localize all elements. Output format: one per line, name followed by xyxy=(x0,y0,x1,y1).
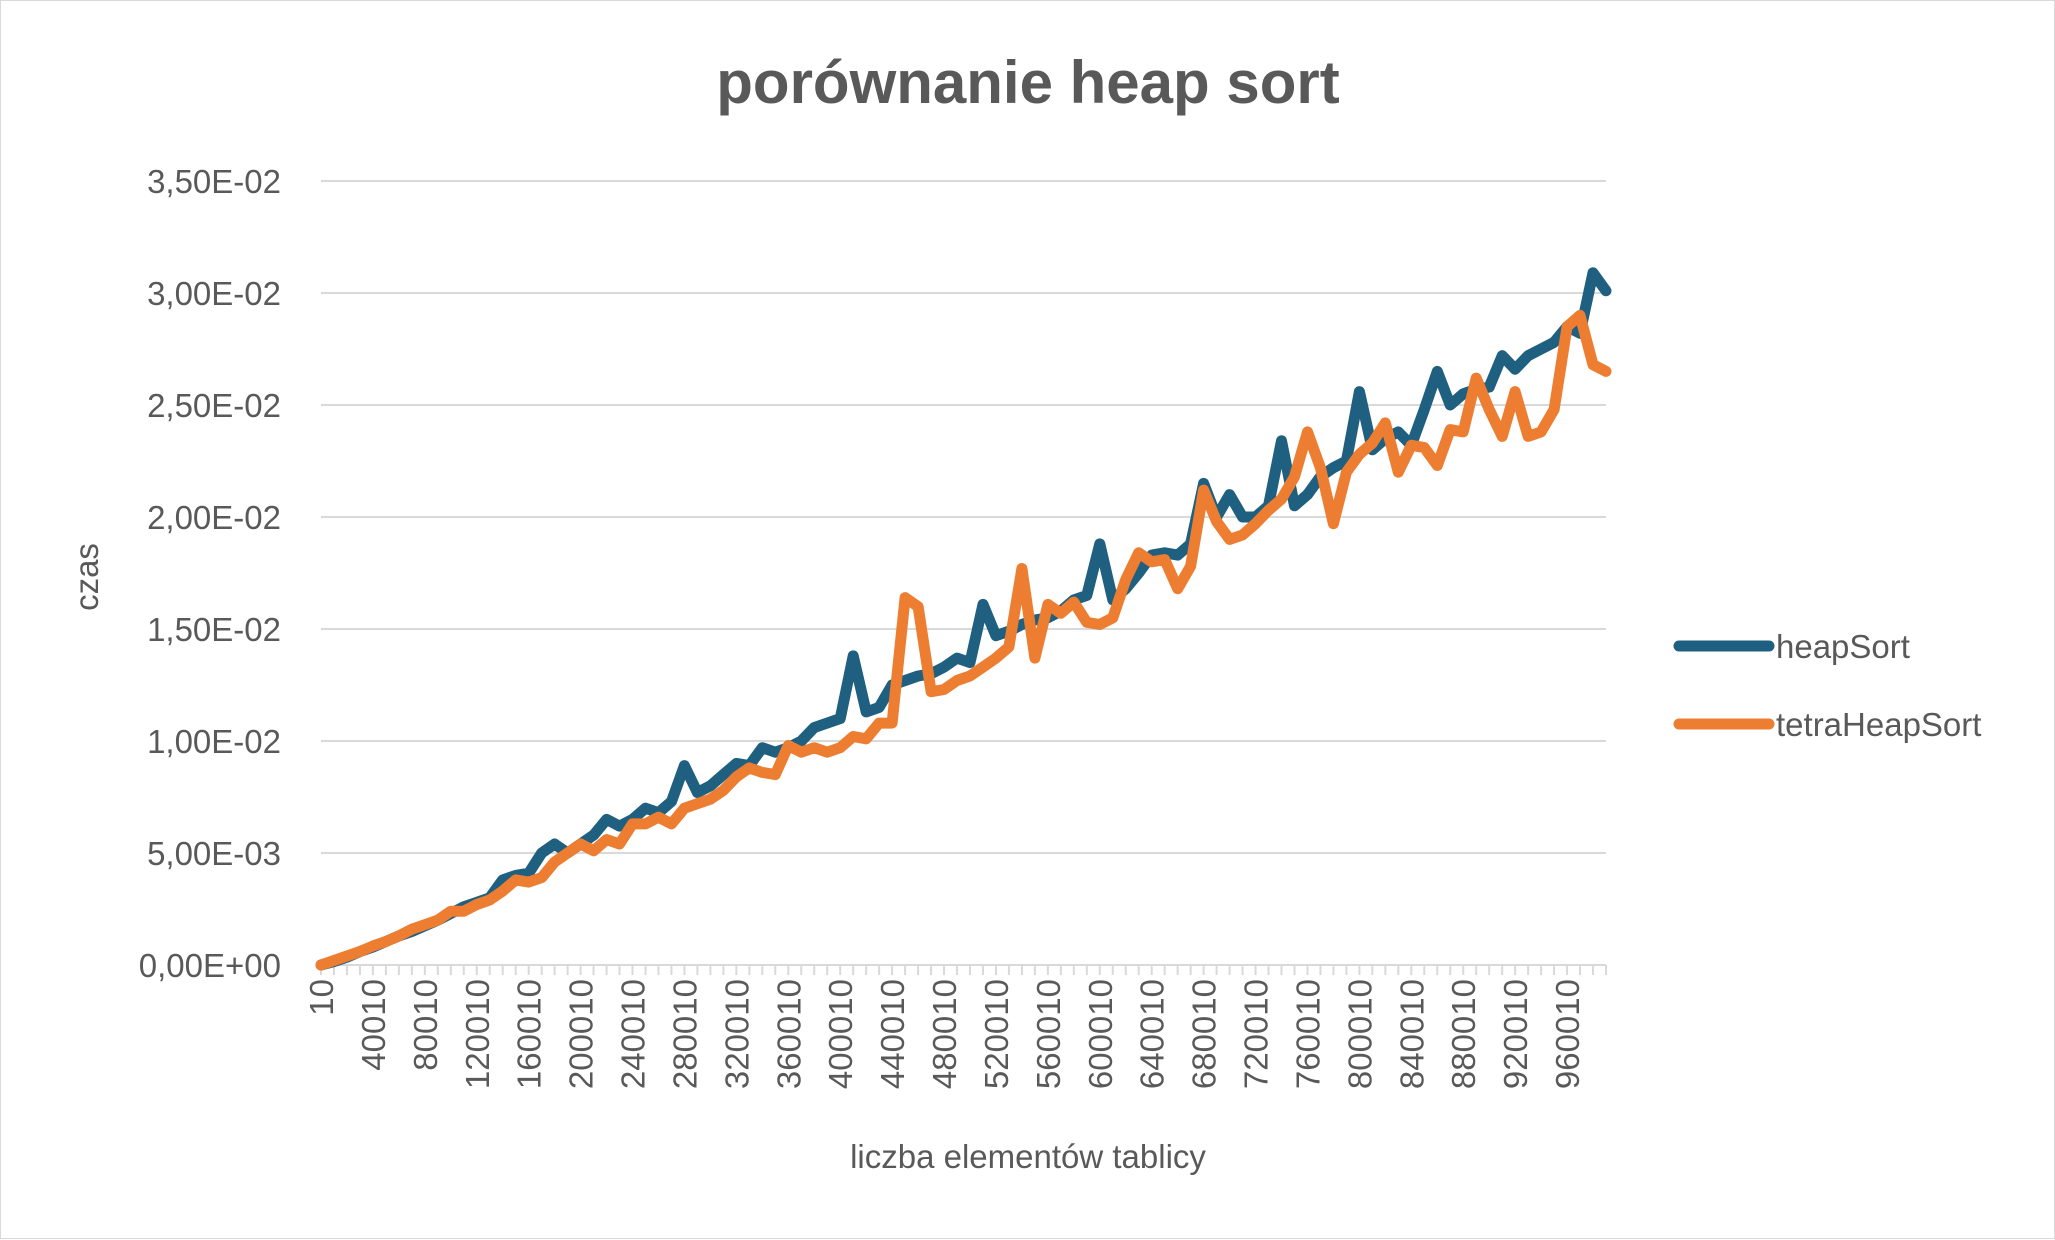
x-axis-ticks: 10 40010 80010 120010 160010 200010 240010 2800… xyxy=(303,965,1607,1089)
x-axis-title: liczba elementów tablicy xyxy=(850,1138,1206,1175)
x-tick-label: 720010 xyxy=(1238,979,1275,1089)
x-tick-label: 960010 xyxy=(1549,979,1586,1089)
y-tick-label: 1,50E-02 xyxy=(147,611,281,648)
legend-label: heapSort xyxy=(1776,628,1910,665)
x-tick-label: 80010 xyxy=(407,979,444,1071)
x-tick-label: 400010 xyxy=(822,979,859,1089)
x-tick-label: 40010 xyxy=(355,979,392,1071)
x-tick-label: 600010 xyxy=(1082,979,1119,1089)
x-tick-label: 680010 xyxy=(1186,979,1223,1089)
y-tick-label: 1,00E-02 xyxy=(147,723,281,760)
y-axis-title: czas xyxy=(68,543,105,611)
y-tick-label: 2,00E-02 xyxy=(147,499,281,536)
legend-label: tetraHeapSort xyxy=(1776,706,1981,743)
x-tick-label: 120010 xyxy=(459,979,496,1089)
x-tick-label: 10 xyxy=(303,979,340,1016)
y-axis-ticks: 0,00E+00 5,00E-03 1,00E-02 1,50E-02 2,00E-02… xyxy=(139,163,281,984)
x-tick-label: 440010 xyxy=(874,979,911,1089)
x-tick-label: 280010 xyxy=(666,979,703,1089)
x-tick-label: 480010 xyxy=(926,979,963,1089)
x-tick-label: 360010 xyxy=(770,979,807,1089)
x-tick-label: 760010 xyxy=(1289,979,1326,1089)
y-tick-label: 5,00E-03 xyxy=(147,835,281,872)
x-tick-label: 520010 xyxy=(978,979,1015,1089)
x-tick-label: 160010 xyxy=(511,979,548,1089)
y-tick-label: 0,00E+00 xyxy=(139,947,281,984)
x-tick-label: 320010 xyxy=(718,979,755,1089)
x-tick-label: 880010 xyxy=(1445,979,1482,1089)
y-tick-label: 3,00E-02 xyxy=(147,275,281,312)
x-tick-label: 560010 xyxy=(1030,979,1067,1089)
x-tick-label: 200010 xyxy=(563,979,600,1089)
gridlines xyxy=(321,180,1606,854)
chart-title: porównanie heap sort xyxy=(716,49,1339,116)
x-tick-label: 920010 xyxy=(1497,979,1534,1089)
y-tick-label: 3,50E-02 xyxy=(147,163,281,200)
x-tick-label: 840010 xyxy=(1393,979,1430,1089)
x-tick-label: 800010 xyxy=(1341,979,1378,1089)
y-tick-label: 2,50E-02 xyxy=(147,387,281,424)
x-tick-label: 240010 xyxy=(615,979,652,1089)
series-lines xyxy=(315,267,1612,971)
x-tick-label: 640010 xyxy=(1134,979,1171,1089)
series-line-tetraHeapSort xyxy=(315,309,1612,971)
legend: heapSort tetraHeapSort xyxy=(1673,628,1981,743)
series-line-heapSort xyxy=(315,267,1612,971)
